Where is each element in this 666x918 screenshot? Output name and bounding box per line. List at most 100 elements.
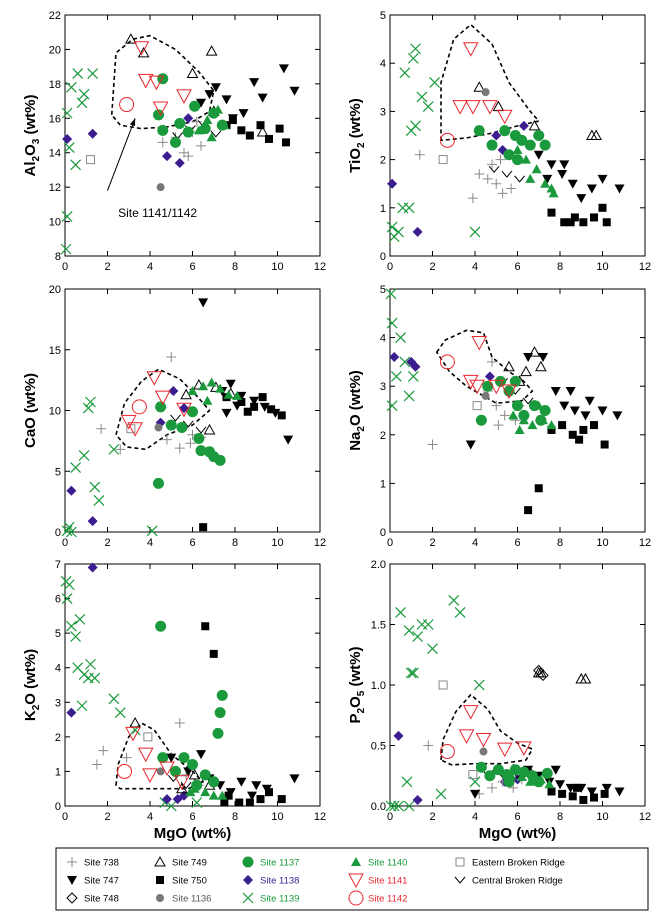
- data-point: [137, 747, 154, 763]
- data-point: [386, 317, 398, 329]
- data-point: [541, 767, 553, 779]
- data-point: [187, 406, 198, 418]
- data-point: [198, 298, 209, 308]
- data-point: [283, 435, 294, 445]
- x-tick-label: 10: [271, 261, 283, 273]
- data-point: [558, 421, 567, 430]
- scatter-panel-1: 0 2 4 6 8 10 12 8 10 12 14 16 18 20 22 Al2​O3​ (wt%) Sit…: [22, 10, 326, 273]
- data-point: [277, 411, 286, 420]
- data-point: [539, 139, 551, 151]
- series-circle-filled: [154, 423, 163, 432]
- data-point: [217, 790, 228, 800]
- data-point: [414, 149, 425, 160]
- legend-marker: [243, 875, 253, 885]
- y-tick-label: 5: [380, 284, 386, 296]
- data-point: [183, 151, 194, 162]
- series-circle-filled: [153, 73, 228, 148]
- series-square-open: [143, 732, 153, 742]
- x-tick-label: 0: [387, 537, 393, 549]
- series-circle-open: [439, 354, 455, 370]
- data-point: [195, 426, 207, 434]
- data-point: [182, 420, 194, 428]
- data-point: [247, 791, 257, 801]
- data-point: [412, 794, 423, 805]
- data-point: [174, 158, 185, 169]
- legend-item: Site 738: [67, 857, 119, 869]
- data-point: [196, 98, 206, 108]
- data-point: [125, 726, 141, 742]
- data-point: [395, 332, 407, 344]
- data-point: [156, 183, 165, 192]
- legend-label: Site 750: [172, 876, 207, 887]
- data-point: [393, 800, 404, 812]
- data-point: [555, 780, 565, 790]
- data-point: [497, 188, 508, 199]
- data-point: [403, 202, 415, 214]
- data-point: [193, 432, 205, 444]
- data-point: [199, 123, 211, 135]
- y-tick-label: 3: [380, 106, 386, 118]
- data-point: [508, 410, 519, 420]
- data-point: [514, 424, 525, 434]
- data-point: [492, 100, 505, 112]
- data-point: [204, 90, 215, 100]
- legend-marker: [242, 856, 254, 868]
- legend-label: Site 1136: [172, 894, 211, 905]
- data-point: [462, 374, 479, 390]
- series-x: [385, 288, 419, 412]
- data-point: [63, 142, 75, 153]
- series-diamond-filled: [62, 113, 194, 169]
- legend-label: Eastern Broken Ridge: [472, 858, 565, 869]
- data-point: [495, 375, 506, 387]
- data-point: [597, 174, 608, 184]
- data-point: [224, 791, 233, 800]
- data-point: [579, 795, 588, 804]
- x-tick-label: 0: [387, 261, 393, 273]
- x-tick-label: 12: [639, 811, 651, 823]
- series-plus: [414, 149, 517, 204]
- data-point: [487, 356, 497, 367]
- data-point: [401, 776, 413, 788]
- data-point: [533, 130, 545, 141]
- series-square-filled: [547, 783, 609, 804]
- data-point: [462, 705, 479, 720]
- data-point: [191, 797, 203, 808]
- legend-item: Site 1138: [243, 875, 299, 887]
- data-point: [614, 787, 625, 797]
- data-point: [386, 221, 398, 233]
- data-point: [143, 732, 153, 742]
- data-point: [120, 414, 137, 430]
- data-point: [521, 154, 531, 164]
- x-tick-label: 4: [472, 537, 478, 549]
- y-tick-label: 3: [380, 381, 386, 393]
- data-point: [540, 178, 551, 188]
- data-point: [516, 741, 532, 756]
- data-point: [91, 759, 102, 770]
- data-point: [258, 393, 267, 402]
- data-point: [600, 440, 609, 449]
- y-tick-label: 5: [55, 628, 61, 640]
- data-point: [568, 792, 577, 801]
- data-point: [155, 401, 167, 413]
- legend-marker: [66, 892, 78, 904]
- x-tick-label: 4: [472, 261, 478, 273]
- series-tri-down-filled: [533, 150, 625, 204]
- data-point: [473, 679, 485, 691]
- data-point: [488, 165, 500, 174]
- data-point: [176, 89, 192, 104]
- series-x: [386, 43, 481, 243]
- y-tick-label: 1: [380, 478, 386, 490]
- data-point: [475, 414, 487, 426]
- data-point: [469, 226, 481, 238]
- data-point: [249, 78, 260, 88]
- x-tick-label: 2: [429, 261, 435, 273]
- data-point: [237, 126, 246, 135]
- legend-label: Site 1141: [368, 876, 407, 887]
- data-point: [195, 445, 207, 457]
- data-point: [403, 625, 415, 636]
- y-tick-label: 14: [49, 148, 61, 160]
- series-tri-down-open: [462, 335, 517, 400]
- data-point: [179, 403, 189, 414]
